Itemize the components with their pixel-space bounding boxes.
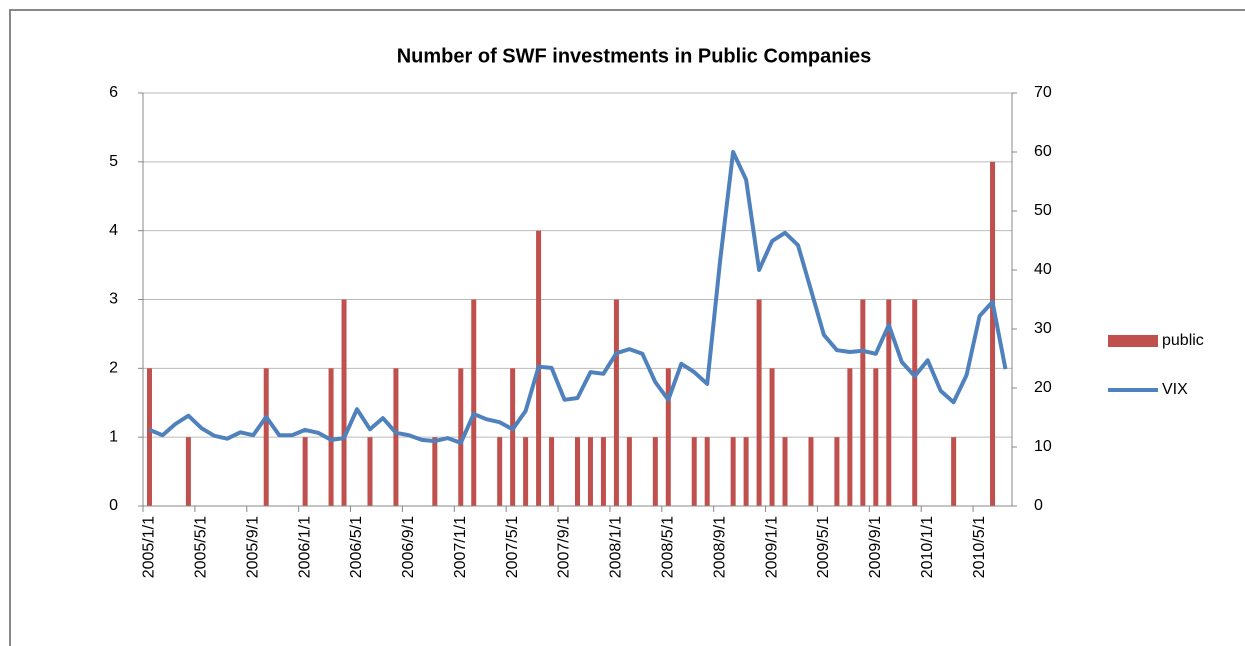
bar bbox=[302, 437, 308, 506]
y-tick-label: 6 bbox=[109, 84, 118, 101]
x-tick-label: 2007/5/1 bbox=[504, 516, 521, 578]
y-tick-label: 1 bbox=[109, 428, 118, 445]
bar bbox=[185, 437, 191, 506]
x-tick-label: 2010/1/1 bbox=[919, 516, 936, 578]
bar bbox=[263, 368, 269, 506]
bar bbox=[912, 299, 918, 506]
bar bbox=[432, 437, 438, 506]
y2-tick-label: 10 bbox=[1034, 438, 1052, 455]
x-tick-label: 2007/9/1 bbox=[556, 516, 573, 578]
x-tick-label: 2006/9/1 bbox=[400, 516, 417, 578]
bar bbox=[652, 437, 658, 506]
bar bbox=[782, 437, 788, 506]
y2-tick-label: 60 bbox=[1034, 143, 1052, 160]
x-tick-label: 2009/5/1 bbox=[815, 516, 832, 578]
bar bbox=[704, 437, 710, 506]
bar bbox=[549, 437, 555, 506]
bar bbox=[146, 368, 152, 506]
x-tick-label: 2005/1/1 bbox=[141, 516, 158, 578]
bar bbox=[873, 368, 879, 506]
x-tick-label: 2009/9/1 bbox=[867, 516, 884, 578]
bar bbox=[769, 368, 775, 506]
legend-swatch bbox=[1108, 335, 1158, 347]
bar bbox=[510, 368, 516, 506]
bar bbox=[626, 437, 632, 506]
bar bbox=[860, 299, 866, 506]
bar bbox=[587, 437, 593, 506]
x-tick-label: 2006/1/1 bbox=[296, 516, 313, 578]
frame bbox=[9, 9, 1245, 646]
x-tick-label: 2008/9/1 bbox=[711, 516, 728, 578]
y-tick-label: 5 bbox=[109, 153, 118, 170]
bar bbox=[951, 437, 957, 506]
y-tick-label: 0 bbox=[109, 497, 118, 514]
bar bbox=[756, 299, 762, 506]
x-tick-label: 2010/5/1 bbox=[971, 516, 988, 578]
y2-tick-label: 20 bbox=[1034, 379, 1052, 396]
y2-tick-label: 70 bbox=[1034, 84, 1052, 101]
bar bbox=[808, 437, 814, 506]
x-tick-label: 2007/1/1 bbox=[452, 516, 469, 578]
bar bbox=[497, 437, 503, 506]
y-tick-label: 2 bbox=[109, 360, 118, 377]
bar bbox=[886, 299, 892, 506]
bar bbox=[600, 437, 606, 506]
bar bbox=[730, 437, 736, 506]
legend-label: VIX bbox=[1162, 381, 1188, 398]
bar bbox=[847, 368, 853, 506]
y2-tick-label: 50 bbox=[1034, 202, 1052, 219]
x-tick-label: 2005/5/1 bbox=[193, 516, 210, 578]
bar bbox=[613, 299, 619, 506]
bar bbox=[691, 437, 697, 506]
x-tick-label: 2008/5/1 bbox=[660, 516, 677, 578]
bar bbox=[834, 437, 840, 506]
bar bbox=[367, 437, 373, 506]
bar bbox=[341, 299, 347, 506]
bar bbox=[575, 437, 580, 506]
bar bbox=[471, 299, 477, 506]
bar bbox=[665, 368, 671, 506]
y2-tick-label: 0 bbox=[1034, 497, 1043, 514]
bar bbox=[328, 368, 334, 506]
x-tick-label: 2006/5/1 bbox=[348, 516, 365, 578]
bar bbox=[393, 368, 399, 506]
chart-title: Number of SWF investments in Public Comp… bbox=[397, 45, 872, 67]
legend-label: public bbox=[1162, 332, 1204, 349]
bar bbox=[458, 368, 464, 506]
y2-tick-label: 30 bbox=[1034, 320, 1052, 337]
bar bbox=[990, 161, 996, 507]
x-tick-label: 2008/1/1 bbox=[608, 516, 625, 578]
x-tick-label: 2009/1/1 bbox=[763, 516, 780, 578]
x-tick-label: 2005/9/1 bbox=[244, 516, 261, 578]
bar bbox=[743, 437, 749, 506]
bar bbox=[523, 437, 529, 506]
y2-tick-label: 40 bbox=[1034, 261, 1052, 278]
line bbox=[148, 150, 1008, 445]
y-tick-label: 4 bbox=[109, 222, 118, 239]
y-tick-label: 3 bbox=[109, 291, 118, 308]
